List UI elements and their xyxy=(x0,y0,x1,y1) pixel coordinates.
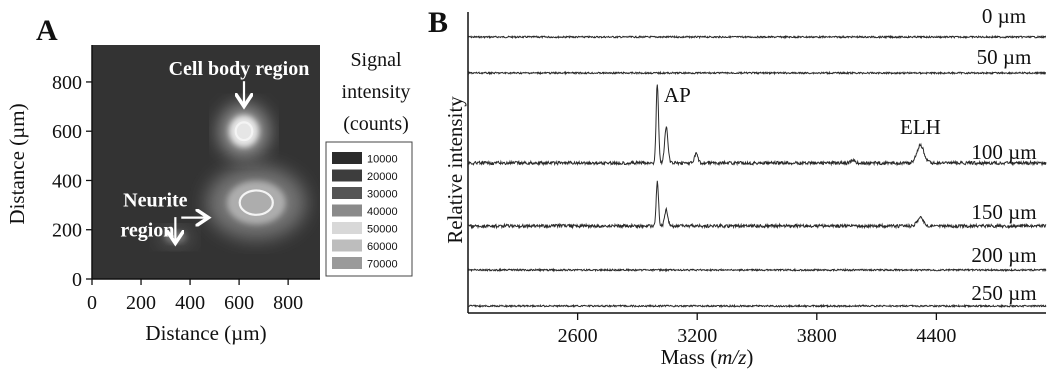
heatmap-background xyxy=(92,45,320,279)
peak-label: ELH xyxy=(900,115,941,139)
heatmap-x-tick-label: 600 xyxy=(224,292,254,314)
spectrum-label: 50 µm xyxy=(977,45,1032,69)
spectrum-trace xyxy=(467,34,1046,40)
spectra-x-tick-label: 4400 xyxy=(916,325,956,347)
spectra-x-tick-label: 2600 xyxy=(558,325,598,347)
legend-title-line2: intensity xyxy=(342,81,411,103)
legend-title-line1: Signal xyxy=(350,49,402,71)
legend-label: 60000 xyxy=(367,241,398,253)
legend-swatch xyxy=(332,187,362,199)
annotation-neurite-line1: Neurite xyxy=(123,190,188,212)
heatmap-x-tick-label: 200 xyxy=(126,292,156,314)
heatmap-y-tick-label: 800 xyxy=(52,72,82,94)
spectrum-trace xyxy=(467,180,1047,230)
heatmap-x-axis-title: Distance (µm) xyxy=(145,321,266,345)
hotspot-contour-1 xyxy=(238,189,274,216)
heatmap-legend: Signal intensity (counts) 10000 20000 3000… xyxy=(325,49,413,277)
spectrum-label: 100 µm xyxy=(971,140,1036,164)
legend-title-line3: (counts) xyxy=(343,113,409,135)
heatmap-x-tick-label: 400 xyxy=(175,292,205,314)
heatmap-y-tick-label: 200 xyxy=(52,220,82,242)
legend-label: 10000 xyxy=(367,154,398,166)
heatmap-y-tick-label: 400 xyxy=(52,170,82,192)
heatmap-axes: 0 200 400 600 800 0 200 400 600 800 xyxy=(52,45,320,314)
heatmap-y-axis-title: Distance (µm) xyxy=(5,103,29,224)
spectrum-trace xyxy=(467,84,1047,167)
hotspot-1 xyxy=(226,180,286,225)
legend-swatch xyxy=(332,257,362,269)
legend-label: 30000 xyxy=(367,189,398,201)
spectrum-trace xyxy=(467,303,1047,309)
legend-label: 20000 xyxy=(367,171,398,183)
spectra-traces: 0 µm 50 µm 100 µm 150 µm 200 µm 250 µm xyxy=(467,4,1047,309)
panel-b-label: B xyxy=(428,6,448,39)
spectrum-trace xyxy=(468,267,1047,273)
spectra-y-axis-title: Relative intensity xyxy=(443,96,467,244)
spectrum-label: 250 µm xyxy=(971,281,1036,305)
spectrum-label: 0 µm xyxy=(982,4,1026,28)
heatmap-y-tick-label: 0 xyxy=(72,269,82,291)
spectra-x-tick-label: 3800 xyxy=(797,325,837,347)
legend-swatch xyxy=(332,152,362,164)
annotation-neurite-line2: region xyxy=(120,220,174,242)
legend-swatch xyxy=(332,169,362,182)
legend-label: 70000 xyxy=(367,259,398,271)
heatmap-x-tick-label: 0 xyxy=(87,292,97,314)
annotation-cell-body: Cell body region xyxy=(169,58,310,80)
legend-swatch xyxy=(332,204,362,217)
peak-labels: AP ELH xyxy=(664,83,941,139)
heatmap-x-tick-label: 800 xyxy=(273,292,303,314)
spectrum-label: 200 µm xyxy=(971,243,1036,267)
legend-label: 50000 xyxy=(367,224,398,236)
legend-label: 40000 xyxy=(367,206,398,218)
heatmap-y-tick-label: 600 xyxy=(52,121,82,143)
spectra-x-axis-title: Mass (m/z) xyxy=(661,345,754,369)
peak-label: AP xyxy=(664,83,691,107)
panel-a-label: A xyxy=(36,14,58,47)
spectrum-label: 150 µm xyxy=(971,200,1036,224)
legend-swatch xyxy=(332,239,362,252)
spectra-axes: 2600 3200 3800 4400 xyxy=(467,12,1046,347)
spectrum-trace xyxy=(467,70,1046,76)
legend-swatch xyxy=(332,222,362,234)
heatmap: Cell body region Neurite region xyxy=(92,45,320,279)
spectra-x-tick-label: 3200 xyxy=(677,325,717,347)
hotspot-contour-0 xyxy=(234,121,254,142)
hotspot-0 xyxy=(229,115,259,147)
